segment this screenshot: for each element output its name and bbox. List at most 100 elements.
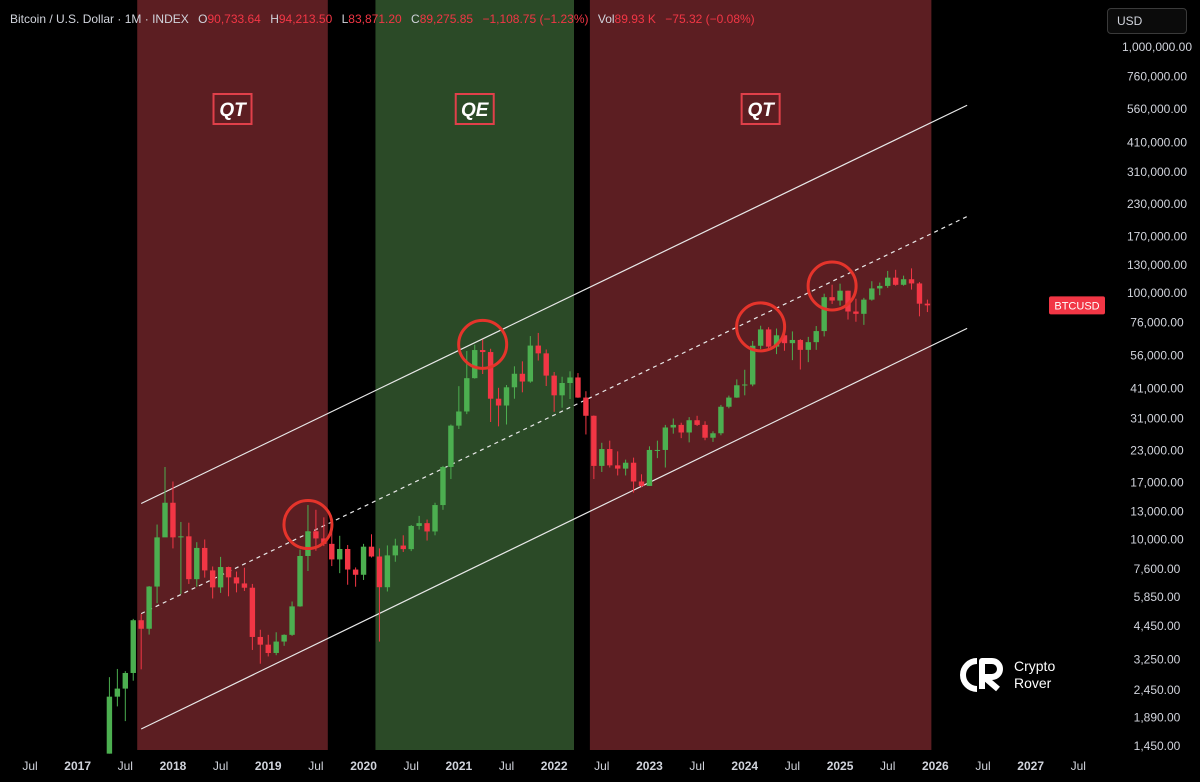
candle-body [614, 465, 621, 469]
candle-body [376, 556, 383, 588]
candle-body [559, 383, 565, 396]
candle-body [678, 424, 684, 433]
candle [337, 535, 343, 574]
x-tick-label: Jul [22, 759, 37, 773]
candle-body [289, 606, 295, 635]
logo-line-1: Crypto [1014, 658, 1056, 674]
y-tick-label: 1,450.00 [1134, 739, 1181, 753]
high-value: 94,213.50 [278, 12, 333, 26]
candle [408, 525, 414, 552]
candle-body [368, 546, 375, 557]
high-label: H [270, 12, 279, 26]
candle [527, 336, 534, 383]
candle [186, 522, 192, 584]
candle-body [416, 523, 422, 526]
x-tick-label: Jul [118, 759, 133, 773]
candle-body [900, 279, 907, 285]
candle [456, 386, 462, 429]
candle-body [885, 277, 891, 286]
candle [583, 391, 589, 435]
candle-body [702, 424, 708, 438]
separator-dot: · [144, 12, 149, 26]
candle [241, 567, 248, 591]
candle-body [456, 411, 462, 426]
candle [718, 404, 724, 436]
symbol-header: Bitcoin / U.S. Dollar · 1M · INDEX O90,7… [10, 12, 755, 26]
candle-body [718, 406, 724, 434]
candle [424, 519, 430, 541]
candle [329, 530, 335, 567]
candle-body [908, 279, 915, 284]
y-tick-label: 10,000.00 [1130, 532, 1184, 546]
policy-band-labels: QT QE QT [212, 93, 781, 125]
candle [702, 421, 708, 441]
x-tick-label: 2020 [350, 759, 377, 773]
x-tick-label: Jul [975, 759, 990, 773]
candle-body [233, 577, 240, 584]
candle [726, 395, 732, 409]
candle-body [710, 433, 716, 438]
candle [249, 583, 256, 650]
candle [440, 465, 446, 510]
candle-body [186, 536, 192, 580]
candle-body [916, 283, 923, 304]
candle [487, 348, 494, 423]
candle-body [607, 449, 613, 466]
candle-body [773, 335, 780, 347]
candle-body [686, 420, 692, 433]
candle [400, 535, 406, 552]
y-tick-label: 560,000.00 [1127, 102, 1187, 116]
candle-body [749, 345, 756, 385]
candle [217, 556, 224, 593]
candle [209, 566, 216, 599]
y-tick-label: 410,000.00 [1127, 135, 1187, 149]
candle-body [495, 398, 502, 406]
candle [694, 415, 700, 426]
candle-body [106, 696, 113, 754]
candle [178, 521, 184, 595]
candle [908, 268, 915, 290]
qt-label-text: QT [219, 100, 247, 121]
candle-body [829, 297, 835, 301]
candle-body [487, 352, 494, 399]
x-tick-label: Jul [880, 759, 895, 773]
candle [575, 373, 581, 398]
currency-button[interactable]: USD [1107, 8, 1187, 34]
candle-body [138, 620, 144, 629]
x-tick-label: Jul [404, 759, 419, 773]
channel-middle-line [140, 215, 968, 615]
candle [821, 293, 827, 337]
candle-body [432, 505, 438, 532]
symbol-name[interactable]: Bitcoin / U.S. Dollar [10, 12, 115, 26]
x-tick-label: Jul [308, 759, 323, 773]
candle-body [837, 290, 843, 301]
y-tick-label: 1,890.00 [1134, 711, 1181, 725]
interval[interactable]: 1M [124, 12, 142, 26]
y-tick-label: 2,450.00 [1134, 683, 1181, 697]
y-tick-label: 170,000.00 [1127, 229, 1187, 243]
y-tick-label: 760,000.00 [1127, 69, 1187, 83]
candle [646, 446, 653, 486]
candle [472, 344, 478, 379]
candle [837, 283, 843, 306]
logo-line-2: Rover [1014, 675, 1052, 691]
candle [742, 369, 748, 396]
candle [154, 524, 160, 604]
candle-body [742, 384, 748, 386]
candle [924, 299, 931, 313]
time-axis: Jul 2017 Jul 2018 Jul 2019 Jul 2020 Jul 2021 Jul 20… [22, 759, 1086, 773]
candle-body [440, 466, 446, 506]
candle [686, 417, 692, 443]
candle [734, 379, 740, 398]
candle-body [527, 345, 534, 382]
candle-body [638, 481, 645, 486]
candle-body [273, 641, 279, 653]
candle [630, 457, 637, 493]
candle-body [734, 385, 740, 398]
candle [638, 474, 645, 488]
y-tick-label: 5,850.00 [1134, 590, 1181, 604]
policy-bands [137, 0, 932, 750]
candle [805, 336, 811, 363]
x-tick-label: 2021 [445, 759, 472, 773]
